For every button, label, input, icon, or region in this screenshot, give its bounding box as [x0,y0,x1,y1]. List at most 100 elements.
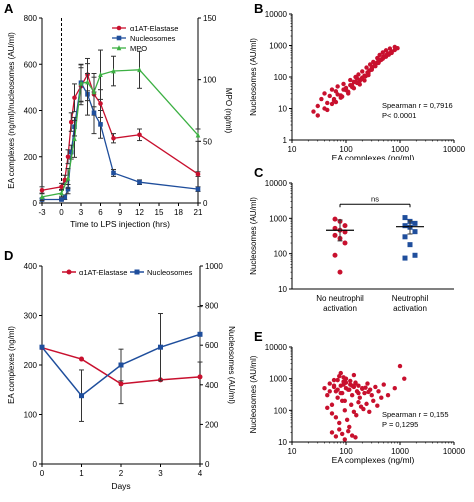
b-y-tick-label: 10000 [265,10,288,19]
c-ns-label: ns [371,194,379,203]
b-x-tick-label: 1000 [391,145,409,154]
a-point-2 [98,71,103,78]
e-y-tick-label: 10 [278,438,287,447]
a-y-tick-label: 800 [24,14,38,23]
c-point-1 [402,234,408,240]
b-point [381,54,386,60]
d-y-tick-label-right: 800 [205,302,219,311]
b-point [351,86,357,91]
e-point [347,424,352,430]
c-point-0 [337,269,343,275]
a-point-2 [111,68,116,74]
d-x-tick-label: 4 [198,469,203,478]
e-point [335,395,340,400]
b-point [362,78,367,83]
b-point [339,94,345,99]
e-annotation-r: Spearman r = 0,155 [382,410,449,419]
a-y-tick-label: 0 [33,199,38,208]
a-y-tick-label-right: 50 [203,137,212,146]
panel-a: A 0 200 400 600 800 0 50 100 150 -3 0 3 6 9 12 15 18 21 Ti… [0,0,238,240]
e-point [329,430,335,435]
panel-b: B 1 10 100 1000 10000 10 100 1000 10000 EA comple… [240,0,474,163]
chart-c: 10 100 1000 10000 Nucleosomes (AU/ml) No neut… [249,179,454,313]
e-point [362,390,367,396]
a-y-tick-label-right: 0 [203,199,208,208]
e-y-tick-label: 10000 [265,343,288,352]
a-point-0 [59,184,64,190]
e-point [341,375,346,380]
b-point [319,96,324,102]
a-x-tick-label: 0 [59,208,64,217]
panel-d: D 0 100 200 300 400 0 200 400 600 800 1000 0 1 2 3 4 Day… [0,246,238,496]
b-point [375,60,380,65]
e-point [376,389,381,394]
e-x-label: EA complexes (ng/ml) [332,455,415,465]
b-point [348,77,353,83]
e-point [366,389,371,395]
b-x-label: EA complexes (ng/ml) [332,153,415,160]
e-y-tick-label: 1000 [269,375,287,384]
e-point [402,376,407,381]
d-point-0 [79,356,84,362]
c-point-0 [332,252,338,258]
b-y-label: Nucleosomes (AU/ml) [249,38,258,116]
c-point-0 [342,240,348,246]
c-point-0 [332,216,338,222]
a-point-1 [98,122,103,127]
c-y-tick-label: 10000 [265,179,288,188]
e-x-tick-label: 10000 [443,447,466,456]
e-point [373,384,378,390]
c-point-0 [332,232,338,238]
b-point [360,69,365,74]
e-point [351,372,357,378]
e-point [337,427,342,432]
e-y-tick-label: 100 [274,406,288,415]
d-legend-label: Nucleosomes [147,268,193,277]
a-point-1 [68,149,74,155]
d-y-tick-label: 0 [33,460,38,469]
e-point [333,434,339,439]
c-point-0 [342,223,348,229]
e-x-tick-label: 10 [288,447,297,456]
a-point-1 [59,197,64,202]
b-point [383,48,389,53]
d-point-0 [118,381,124,387]
d-y-label-right: Nucleosomes (AU/ml) [227,326,236,404]
b-point [329,87,335,92]
b-point [325,100,330,106]
d-legend-marker-0 [66,269,72,275]
c-x-tick-label: Neutrophil activation [392,294,429,313]
b-point [377,52,382,58]
a-point-0 [65,154,71,160]
b-y-tick-label: 1000 [269,42,287,51]
a-x-tick-label: 15 [155,208,164,217]
d-y-tick-label: 200 [24,361,38,370]
panel-c: C 10 100 1000 10000 Nucleosomes (AU/ml) No ne… [240,163,474,323]
panel-label-c: C [254,165,264,180]
e-point [335,387,340,392]
b-y-tick-label: 1 [283,136,288,145]
e-point [342,437,347,442]
d-point-1 [158,344,163,350]
b-point [380,50,385,55]
e-point [356,400,361,405]
d-y-tick-label-right: 200 [205,420,219,429]
b-point [369,67,374,72]
d-x-tick-label: 3 [158,469,163,478]
a-x-tick-label: 6 [98,208,103,217]
e-point [364,401,369,407]
e-point [392,385,397,391]
e-point [363,385,368,390]
e-point [338,390,343,396]
e-point [342,408,347,413]
a-point-2 [137,66,142,73]
a-x-tick-label: 3 [79,208,84,217]
d-x-label: Days [111,481,130,491]
e-point [325,405,330,411]
c-y-label: Nucleosomes (AU/ml) [249,197,258,275]
a-y-label-right: MPO (ng/ml) [224,88,233,134]
b-point [358,77,364,82]
a-y-tick-label: 600 [24,60,38,69]
b-y-tick-label: 10 [278,105,287,114]
